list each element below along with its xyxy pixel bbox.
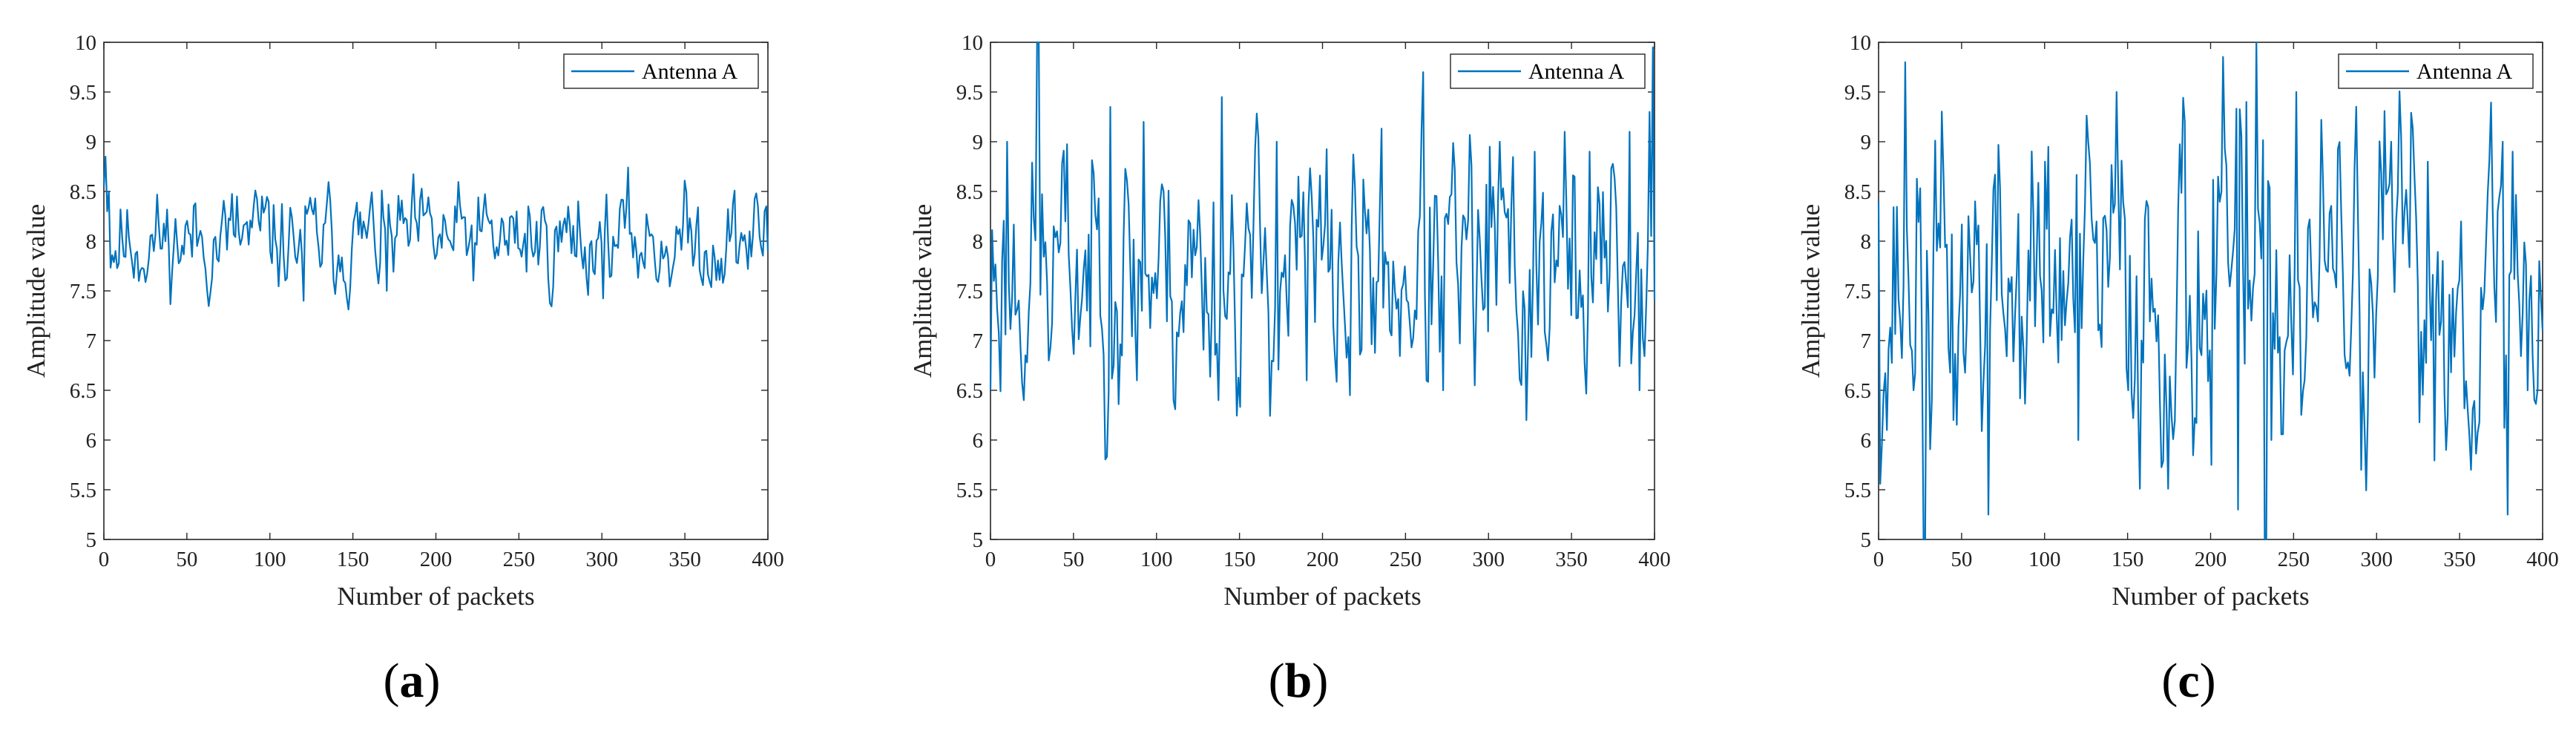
legend-label: Antenna A: [1528, 59, 1624, 84]
y-tick-label: 9.5: [956, 81, 983, 105]
chart-b: 0 50 100 150 200 250 300 350 400 5 5.5 6 6.5 7 7.5 8 8.5…: [908, 31, 1671, 611]
y-tick-label: 5: [973, 528, 984, 552]
y-tick-label: 5.5: [1844, 479, 1871, 502]
caption-b: (b): [1268, 654, 1329, 708]
legend-label: Antenna A: [2416, 59, 2512, 84]
chart-panel-a: 0 50 100 150 200 250 300 350 400 5 5.5 6 6.5 7 7.5 8 8.5…: [0, 0, 858, 745]
x-tick-label: 0: [1873, 548, 1885, 571]
caption-c-letter: c: [2178, 654, 2200, 708]
y-tick-label: 5.5: [956, 479, 983, 502]
series-line-antenna-a: [102, 156, 769, 311]
y-tick-label: 6.5: [956, 379, 983, 403]
y-tick-label: 7: [973, 329, 984, 353]
y-tick-label: 7.5: [70, 280, 96, 303]
chart-panel-c: 0 50 100 150 200 250 300 350 400 5 5.5 6 6.5 7 7.5 8 8.5…: [1717, 0, 2575, 745]
x-tick-label: 350: [2443, 548, 2476, 571]
chart-c: 0 50 100 150 200 250 300 350 400 5 5.5 6 6.5 7 7.5 8 8.5…: [1796, 31, 2559, 611]
y-tick-label: 10: [75, 31, 96, 55]
y-axis-label: Amplitude value: [908, 204, 937, 378]
y-tick-label: 9: [973, 131, 984, 154]
y-tick-label: 8: [973, 230, 984, 254]
x-tick-label: 200: [420, 548, 453, 571]
y-tick-label: 6: [1861, 429, 1872, 453]
x-tick-label: 300: [1473, 548, 1505, 571]
x-tick-label: 100: [1140, 548, 1173, 571]
legend-label: Antenna A: [642, 59, 737, 84]
x-tick-label: 400: [1638, 548, 1671, 571]
chart-a: 0 50 100 150 200 250 300 350 400 5 5.5 6 6.5 7 7.5 8 8.5…: [22, 31, 784, 611]
y-tick-label: 6: [86, 429, 97, 453]
x-tick-label: 250: [2278, 548, 2310, 571]
y-tick-label: 8: [86, 230, 97, 254]
y-tick-label: 5.5: [70, 479, 96, 502]
y-tick-label: 8.5: [70, 180, 96, 204]
y-tick-label: 8.5: [956, 180, 983, 204]
x-tick-label: 200: [1307, 548, 1339, 571]
x-tick-label: 150: [2112, 548, 2144, 571]
y-tick-label: 9.5: [1844, 81, 1871, 105]
y-tick-label: 8.5: [1844, 180, 1871, 204]
y-tick-label: 7: [1861, 329, 1872, 353]
y-axis-label: Amplitude value: [1796, 204, 1825, 378]
y-tick-label: 9: [1861, 131, 1872, 154]
x-tick-label: 200: [2195, 548, 2227, 571]
x-tick-label: 50: [1951, 548, 1972, 571]
x-tick-label: 100: [2028, 548, 2061, 571]
y-tick-label: 7: [86, 329, 97, 353]
x-axis-label: Number of packets: [1223, 582, 1421, 611]
x-tick-label: 150: [1223, 548, 1256, 571]
x-tick-label: 300: [2361, 548, 2393, 571]
x-tick-label: 150: [337, 548, 369, 571]
caption-a-letter: a: [399, 654, 424, 708]
y-tick-label: 5: [86, 528, 97, 552]
y-tick-label: 6.5: [1844, 379, 1871, 403]
y-tick-label: 9: [86, 131, 97, 154]
x-axis-label: Number of packets: [337, 582, 534, 611]
x-tick-label: 250: [1390, 548, 1422, 571]
x-tick-label: 250: [503, 548, 536, 571]
y-tick-label: 6.5: [70, 379, 96, 403]
x-tick-label: 0: [985, 548, 996, 571]
y-tick-label: 5: [1861, 528, 1872, 552]
y-axis-label: Amplitude value: [22, 204, 50, 378]
x-tick-label: 350: [1555, 548, 1588, 571]
y-tick-label: 6: [973, 429, 984, 453]
x-tick-label: 100: [254, 548, 286, 571]
chart-panel-b: 0 50 100 150 200 250 300 350 400 5 5.5 6 6.5 7 7.5 8 8.5…: [858, 0, 1717, 745]
x-tick-label: 350: [668, 548, 701, 571]
y-tick-label: 7.5: [1844, 280, 1871, 303]
legend-box: [2338, 53, 2534, 89]
x-tick-label: 0: [99, 548, 110, 571]
legend-box: [563, 53, 759, 89]
x-tick-label: 400: [752, 548, 784, 571]
x-axis-label: Number of packets: [2112, 582, 2309, 611]
x-tick-label: 300: [586, 548, 619, 571]
y-tick-label: 7.5: [956, 280, 983, 303]
y-tick-label: 9.5: [70, 81, 96, 105]
y-tick-label: 10: [962, 31, 983, 55]
caption-a: (a): [383, 654, 441, 708]
y-tick-label: 8: [1861, 230, 1872, 254]
plot-area: [103, 42, 769, 540]
caption-b-letter: b: [1284, 654, 1312, 708]
series-line-antenna-a: [1877, 41, 2544, 541]
y-tick-label: 10: [1850, 31, 1871, 55]
x-tick-label: 400: [2526, 548, 2559, 571]
x-tick-label: 50: [1062, 548, 1084, 571]
series-line-antenna-a: [989, 41, 1656, 461]
x-tick-label: 50: [176, 548, 197, 571]
caption-c: (c): [2161, 654, 2216, 708]
